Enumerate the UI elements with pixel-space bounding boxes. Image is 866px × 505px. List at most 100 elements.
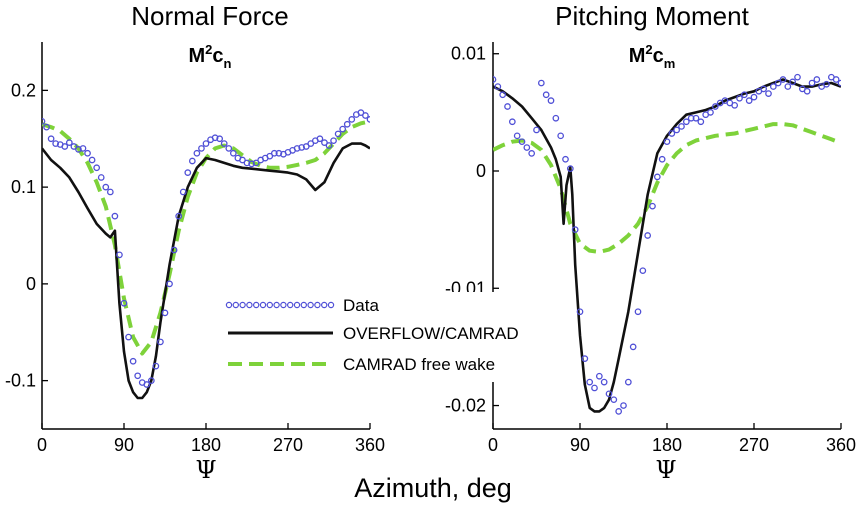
data-point (750, 93, 758, 101)
data-point (84, 149, 91, 157)
data-point (334, 130, 342, 138)
data-point (537, 79, 545, 87)
data-point (147, 377, 155, 384)
legend-marker (232, 301, 239, 309)
data-point (682, 118, 690, 126)
data-point (106, 188, 114, 196)
data-point (302, 143, 310, 150)
subtitle-sup: 2 (645, 42, 652, 57)
data-point (52, 140, 60, 147)
legend-marker (259, 301, 267, 309)
data-point (266, 152, 274, 160)
data-point (252, 159, 260, 167)
data-point (357, 109, 365, 116)
data-point (330, 137, 337, 145)
data-point (493, 76, 497, 83)
y-tick-label: 0 (476, 161, 486, 181)
data-point (216, 135, 224, 143)
data-point (70, 143, 78, 150)
x-tick-label: 270 (273, 435, 303, 455)
subtitle-var: c (212, 45, 223, 67)
data-point (581, 355, 589, 362)
data-point (198, 145, 205, 152)
data-point (639, 267, 647, 275)
legend-entry-overflow: OVERFLOW/CAMRAD (228, 324, 519, 343)
data-point (179, 188, 187, 196)
legend-entry-data: Data (225, 296, 379, 315)
data-point (47, 135, 55, 143)
x-tick-label: 0 (37, 435, 47, 455)
data-point (97, 174, 105, 181)
shared-x-axis-label: Azimuth, deg (354, 473, 512, 503)
legend-swatch-data (225, 301, 335, 309)
data-point (736, 94, 743, 102)
data-point (673, 126, 681, 134)
data-point (321, 139, 328, 146)
data-point (769, 83, 777, 90)
x-tick-label: 180 (191, 435, 221, 455)
legend-marker (280, 301, 287, 309)
data-point (65, 139, 73, 146)
legend-marker (273, 301, 280, 309)
data-point (225, 145, 233, 152)
data-point (125, 333, 132, 341)
x-axis-label: Ψ (195, 456, 216, 484)
data-point (339, 125, 347, 133)
x-tick-label: 360 (355, 435, 385, 455)
subtitle-sup: 2 (205, 42, 212, 57)
data-point (591, 384, 598, 392)
data-point (494, 83, 502, 90)
data-point (270, 149, 278, 157)
subtitle-base: M (629, 45, 646, 67)
data-point (653, 173, 661, 181)
data-point (552, 114, 560, 122)
chart-subtitle: M2cm (629, 42, 676, 71)
plot-area: -0.1 0 0.1 0.2 0 90 180 270 360 (5, 42, 385, 455)
y-tick-label: 0 (26, 274, 36, 294)
data-point (111, 212, 119, 220)
data-point (707, 109, 714, 116)
legend: Data OVERFLOW/CAMRAD CAMRAD free wake (222, 292, 562, 382)
legend-label: OVERFLOW/CAMRAD (343, 324, 519, 343)
data-point (184, 169, 192, 176)
data-point (43, 123, 50, 131)
data-point (152, 362, 160, 370)
data-point (513, 132, 521, 140)
data-point (557, 132, 565, 140)
series-line-overflow-camrad (493, 78, 841, 413)
data-point (504, 103, 511, 110)
data-point (620, 402, 627, 409)
data-point (823, 80, 830, 88)
data-point (832, 76, 840, 83)
data-point (325, 142, 333, 149)
data-point (562, 155, 569, 163)
data-point (629, 343, 637, 351)
data-point (188, 157, 196, 165)
data-point (600, 378, 608, 386)
data-point (120, 299, 128, 307)
legend-label: CAMRAD free wake (343, 355, 495, 374)
chart-title: Normal Force (131, 1, 288, 31)
x-tick-label: 180 (652, 435, 682, 455)
data-point (193, 149, 201, 157)
data-point (170, 246, 178, 254)
data-point (740, 91, 748, 99)
data-point (229, 149, 237, 157)
data-point (784, 83, 792, 90)
chart-title: Pitching Moment (555, 1, 749, 31)
legend-marker (300, 301, 307, 309)
y-tick-label: 0.1 (11, 177, 36, 197)
data-point (157, 338, 164, 346)
legend-label: Data (343, 296, 379, 315)
data-point (293, 145, 301, 152)
data-point (571, 226, 579, 233)
x-tick-label: 90 (114, 435, 134, 455)
data-point (161, 309, 169, 317)
data-point (202, 140, 210, 147)
data-point (615, 408, 623, 415)
data-point (166, 280, 173, 288)
data-point (542, 91, 550, 99)
data-point (547, 97, 555, 104)
x-tick-label: 360 (826, 435, 856, 455)
